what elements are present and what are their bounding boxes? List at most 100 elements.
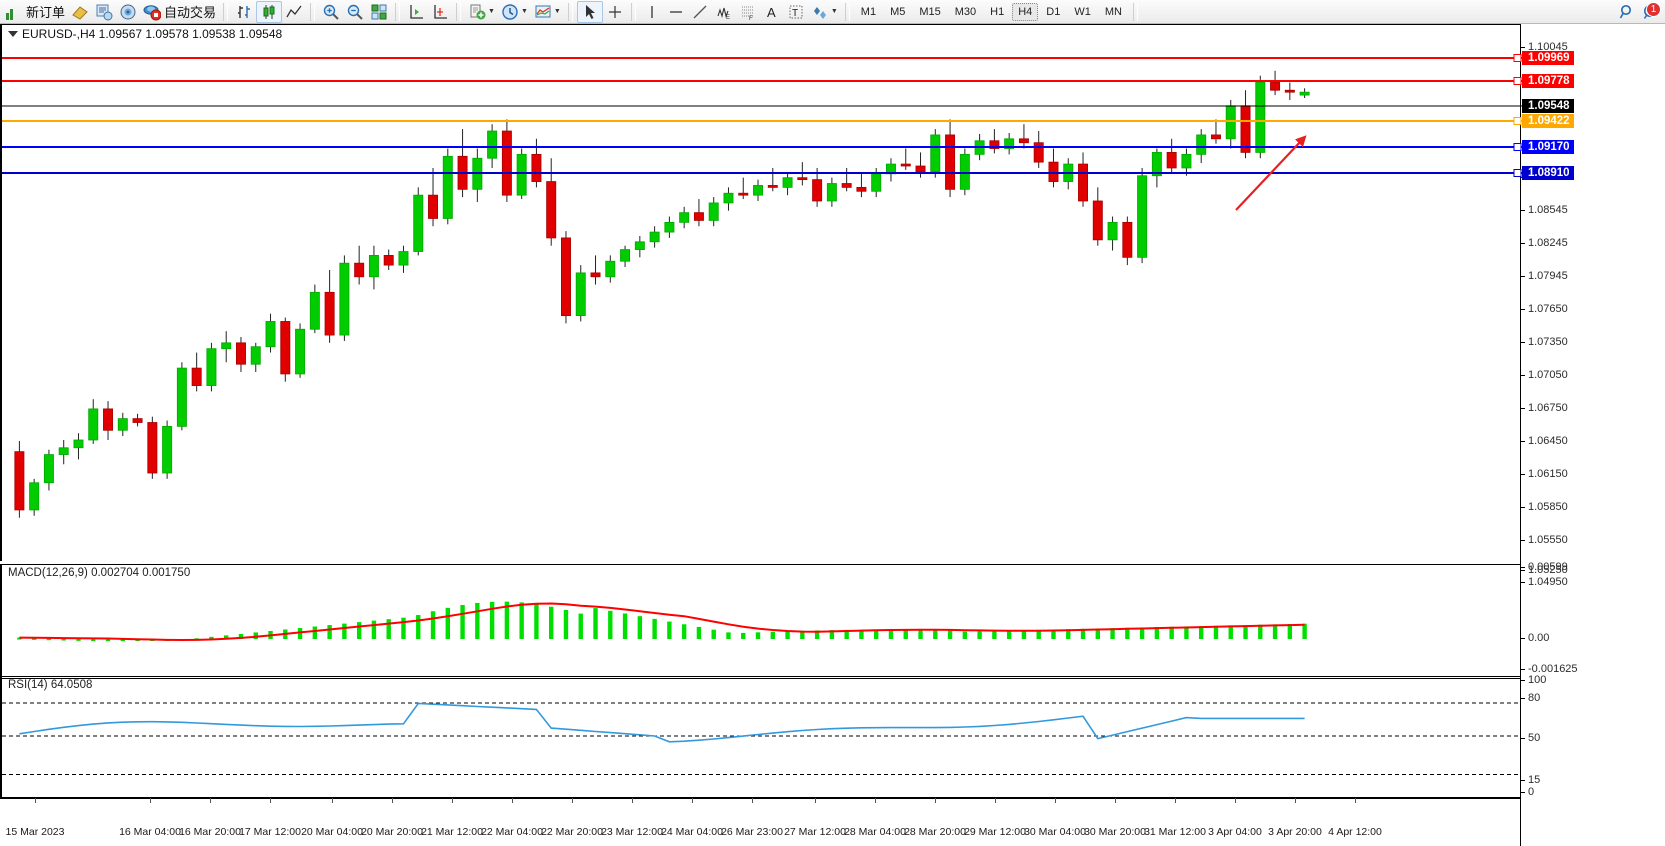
time-tick <box>270 798 271 803</box>
macd-pane[interactable]: MACD(12,26,9) 0.002704 0.001750 <box>0 564 1520 679</box>
shift-end-button[interactable] <box>404 1 428 23</box>
price-level-lines[interactable] <box>2 25 1522 562</box>
price-pane[interactable]: EURUSD-,H4 1.09567 1.09578 1.09538 1.095… <box>0 24 1522 562</box>
chevron-down-icon[interactable]: ▼ <box>520 8 528 15</box>
support-line-2-label[interactable]: 1.08910 <box>1522 166 1574 180</box>
time-tick <box>210 798 211 803</box>
price-tick: 1.06750 <box>1521 402 1568 414</box>
timeframe-h4[interactable]: H4 <box>1012 2 1039 21</box>
book-button[interactable] <box>68 1 92 23</box>
new-order-button[interactable]: 新订单 <box>2 1 68 23</box>
chevron-down-icon[interactable]: ▼ <box>830 8 838 15</box>
trendline-button[interactable] <box>688 1 712 23</box>
chevron-down-icon[interactable]: ▼ <box>553 8 561 15</box>
line-chart-button[interactable] <box>282 1 306 23</box>
toolbar-separator <box>456 2 462 21</box>
time-tick <box>632 798 633 803</box>
fibonacci-button[interactable]: F <box>736 1 760 23</box>
time-label: 27 Mar 12:00 <box>784 826 846 838</box>
timeframe-d1[interactable]: D1 <box>1046 5 1061 18</box>
time-tick <box>572 798 573 803</box>
text-icon: A <box>767 5 776 20</box>
data-window-button[interactable] <box>92 1 116 23</box>
macd-label: MACD(12,26,9) 0.002704 0.001750 <box>8 567 191 579</box>
time-label: 31 Mar 12:00 <box>1144 826 1206 838</box>
bar-chart-button[interactable] <box>232 1 256 23</box>
crosshair-button[interactable] <box>603 1 627 23</box>
search-button[interactable] <box>1615 1 1639 23</box>
time-axis[interactable]: 15 Mar 2023 16 Mar 04:00 16 Mar 20:00 17 Ma… <box>0 798 1520 846</box>
timeframe-group: M1 M5 M15 M30 H1 H4 D1 W1 MN <box>854 2 1129 21</box>
data-window-icon <box>96 4 113 20</box>
chevron-down-icon[interactable]: ▼ <box>488 8 495 15</box>
hline-button[interactable] <box>664 1 688 23</box>
time-label: 23 Mar 12:00 <box>601 826 663 838</box>
text-label-button[interactable]: T <box>784 1 808 23</box>
time-label: 24 Mar 04:00 <box>661 826 723 838</box>
bar-chart-icon <box>238 5 251 18</box>
price-tick: 1.06450 <box>1521 435 1568 447</box>
cursor-icon <box>585 4 595 19</box>
timeframe-m30[interactable]: M30 <box>954 5 977 18</box>
elliott-wave-button[interactable]: E <box>712 1 736 23</box>
time-label: 20 Mar 20:00 <box>361 826 423 838</box>
timeframe-w1[interactable]: W1 <box>1074 5 1091 18</box>
tile-windows-button[interactable] <box>367 1 391 23</box>
time-label: 22 Mar 04:00 <box>481 826 543 838</box>
notification-badge: 1 <box>1646 1 1661 17</box>
time-tick <box>1055 798 1056 803</box>
macd-tick: -0.001625 <box>1521 663 1578 675</box>
chart-collapse-icon[interactable] <box>8 31 18 37</box>
time-label: 17 Mar 12:00 <box>239 826 301 838</box>
hline-icon <box>669 10 682 13</box>
toolbar-separator <box>395 2 401 21</box>
auto-scroll-icon <box>434 4 448 19</box>
pending-order-line-label[interactable]: 1.09422 <box>1522 114 1574 128</box>
zoom-out-button[interactable] <box>343 1 367 23</box>
bullish-arrow[interactable] <box>2 25 1522 562</box>
time-tick <box>332 798 333 803</box>
price-tick: 1.08545 <box>1521 204 1568 216</box>
navigator-button[interactable] <box>116 1 140 23</box>
timeframe-m1[interactable]: M1 <box>860 5 877 18</box>
rsi-label: RSI(14) 64.0508 <box>8 679 93 691</box>
price-axis[interactable]: 1.09969 1.09778 1.09548 1.09422 1.09170 1.089… <box>1520 24 1665 846</box>
alerts-button[interactable]: 1 <box>1639 1 1663 23</box>
timeframe-m15[interactable]: M15 <box>919 5 941 18</box>
cursor-button[interactable] <box>576 0 603 23</box>
templates-button[interactable]: ▼ <box>465 1 498 23</box>
time-tick <box>995 798 996 803</box>
timeframe-mn[interactable]: MN <box>1104 5 1122 18</box>
text-button[interactable]: A <box>760 1 784 23</box>
time-label: 16 Mar 20:00 <box>179 826 241 838</box>
indicators-button[interactable]: ▼ <box>531 1 564 23</box>
toolbar-separator <box>223 2 229 21</box>
time-tick <box>35 798 36 803</box>
chart-area[interactable]: EURUSD-,H4 1.09567 1.09578 1.09538 1.095… <box>0 24 1665 846</box>
line-chart-icon <box>286 5 302 17</box>
time-label: 26 Mar 23:00 <box>721 826 783 838</box>
zoom-in-icon <box>323 4 339 20</box>
auto-scroll-button[interactable] <box>428 1 452 23</box>
time-tick <box>392 798 393 803</box>
indicators-icon <box>535 5 551 17</box>
period-icon <box>502 3 518 20</box>
resistance-line-1-label[interactable]: 1.09969 <box>1522 51 1574 65</box>
auto-trading-button[interactable]: 自动交易 <box>140 1 219 23</box>
shapes-button[interactable]: ▼ <box>808 1 841 23</box>
chart-title: EURUSD-,H4 1.09567 1.09578 1.09538 1.095… <box>22 27 283 41</box>
support-line-1-label[interactable]: 1.09170 <box>1522 140 1574 154</box>
zoom-in-button[interactable] <box>319 1 343 23</box>
vline-button[interactable] <box>640 1 664 23</box>
time-label: 30 Mar 20:00 <box>1084 826 1146 838</box>
rsi-pane[interactable]: RSI(14) 64.0508 <box>0 676 1522 798</box>
timeframe-h1[interactable]: H1 <box>990 5 1005 18</box>
timeframe-m5[interactable]: M5 <box>890 5 906 18</box>
period-button[interactable]: ▼ <box>498 1 531 23</box>
resistance-line-2-label[interactable]: 1.09778 <box>1522 74 1574 88</box>
candlestick-button[interactable] <box>256 0 283 23</box>
current-price-line-label[interactable]: 1.09548 <box>1522 99 1574 113</box>
time-label: 3 Apr 20:00 <box>1268 826 1322 838</box>
time-label: 3 Apr 04:00 <box>1208 826 1262 838</box>
